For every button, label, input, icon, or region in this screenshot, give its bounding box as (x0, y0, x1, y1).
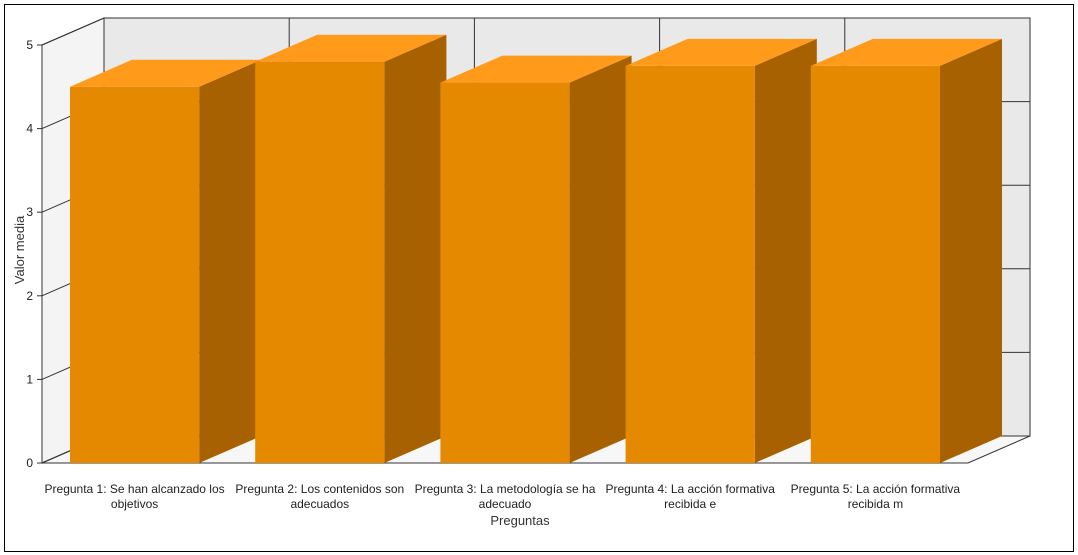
bar (625, 65, 755, 464)
y-tick-label: 5 (26, 38, 33, 52)
bar (255, 61, 385, 463)
x-tick-label-line: adecuados (290, 497, 349, 511)
x-tick-label: Pregunta 5: La acción formativa recibida … (791, 482, 961, 511)
bar-side (754, 38, 817, 464)
bar-top (255, 34, 447, 62)
x-tick-label-line: Pregunta 2: Los contenidos son (235, 482, 404, 496)
bar-side (940, 38, 1002, 464)
gridline (41, 17, 1030, 46)
bar-top (440, 55, 632, 83)
x-axis-title: Preguntas (490, 513, 550, 528)
bar-top (625, 38, 817, 66)
x-tick-label-line: objetivos (111, 497, 158, 511)
x-tick-label-line: Pregunta 1: Se han alcanzado los (45, 482, 225, 496)
x-tick-label: Pregunta 3: La metodología se ha adecuado (415, 482, 596, 511)
x-tick-label-line: recibida m (848, 497, 903, 511)
x-tick-label-line: Pregunta 5: La acción formativa (791, 482, 961, 496)
x-tick-label-line: Pregunta 3: La metodología se ha (415, 482, 596, 496)
y-tick-label: 0 (26, 456, 33, 470)
y-tick-label: 1 (26, 372, 33, 386)
y-tick-label: 2 (26, 289, 33, 303)
x-tick-label: Pregunta 1: Se han alcanzado los objetivo… (45, 482, 225, 511)
y-tick-label: 4 (26, 122, 33, 136)
bar (70, 86, 200, 464)
bar (810, 65, 940, 464)
y-tick-label: 3 (26, 205, 33, 219)
bar-side (384, 34, 447, 463)
bar-top (810, 38, 1002, 66)
x-tick-label-line: Pregunta 4: La acción formativa (605, 482, 775, 496)
x-tick-label: Pregunta 2: Los contenidos son adecuados (235, 482, 404, 511)
x-tick-label: Pregunta 4: La acción formativa recibida … (605, 482, 775, 511)
bar-side (199, 59, 262, 464)
bar-top (70, 59, 262, 87)
x-axis-labels: Pregunta 1: Se han alcanzado los objetivo… (45, 482, 961, 511)
chart-bars (70, 34, 1002, 464)
bar (440, 82, 570, 464)
x-tick-label-line: adecuado (479, 497, 532, 511)
x-tick-label-line: recibida e (664, 497, 716, 511)
bar-side (569, 55, 632, 464)
y-axis-ticks: 0 1 2 3 4 5 (26, 38, 42, 470)
y-axis-title: Valor media (12, 215, 27, 284)
